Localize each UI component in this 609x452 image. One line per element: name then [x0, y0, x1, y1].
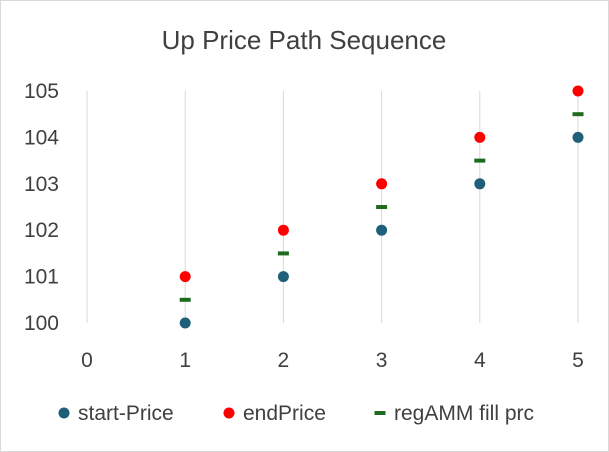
data-point — [572, 85, 584, 97]
legend-label: regAMM fill prc — [394, 402, 534, 425]
x-tick-label: 2 — [278, 349, 290, 372]
chart-title: Up Price Path Sequence — [162, 25, 447, 55]
data-point — [572, 112, 584, 117]
data-point — [179, 297, 191, 302]
x-tick-label: 4 — [474, 349, 486, 372]
y-tick-label: 102 — [24, 219, 59, 242]
series-layer — [179, 85, 584, 329]
y-tick-label: 104 — [24, 126, 59, 149]
data-point — [376, 224, 388, 236]
data-point — [179, 271, 191, 283]
data-point — [572, 131, 584, 143]
legend-marker — [223, 407, 235, 419]
legend-marker — [374, 411, 386, 415]
y-tick-label: 103 — [24, 173, 59, 196]
data-point — [376, 205, 388, 209]
x-tick-label: 3 — [376, 349, 388, 372]
data-point — [474, 178, 486, 190]
data-point — [277, 224, 289, 236]
data-point — [376, 178, 388, 190]
data-point — [277, 251, 289, 256]
y-tick-label: 100 — [24, 312, 59, 335]
series-1 — [179, 85, 584, 283]
y-tick-label: 105 — [24, 80, 59, 103]
legend-label: endPrice — [243, 402, 326, 425]
x-tick-label: 0 — [81, 349, 93, 372]
legend-label: start-Price — [78, 402, 174, 425]
series-2 — [179, 112, 584, 302]
data-point — [179, 317, 191, 329]
tick-layer: 0 1 2 3 4 5 100 101 102 103 104 105 — [24, 80, 584, 372]
grid-layer — [86, 91, 579, 323]
y-tick-label: 101 — [24, 266, 59, 289]
data-point — [474, 158, 486, 163]
data-point — [277, 271, 289, 283]
legend: start-Price endPrice regAMM fill prc — [58, 402, 534, 425]
x-tick-label: 1 — [179, 349, 191, 372]
legend-marker — [58, 407, 70, 419]
x-tick-label: 5 — [572, 349, 584, 372]
series-0 — [179, 131, 584, 329]
data-point — [474, 131, 486, 143]
